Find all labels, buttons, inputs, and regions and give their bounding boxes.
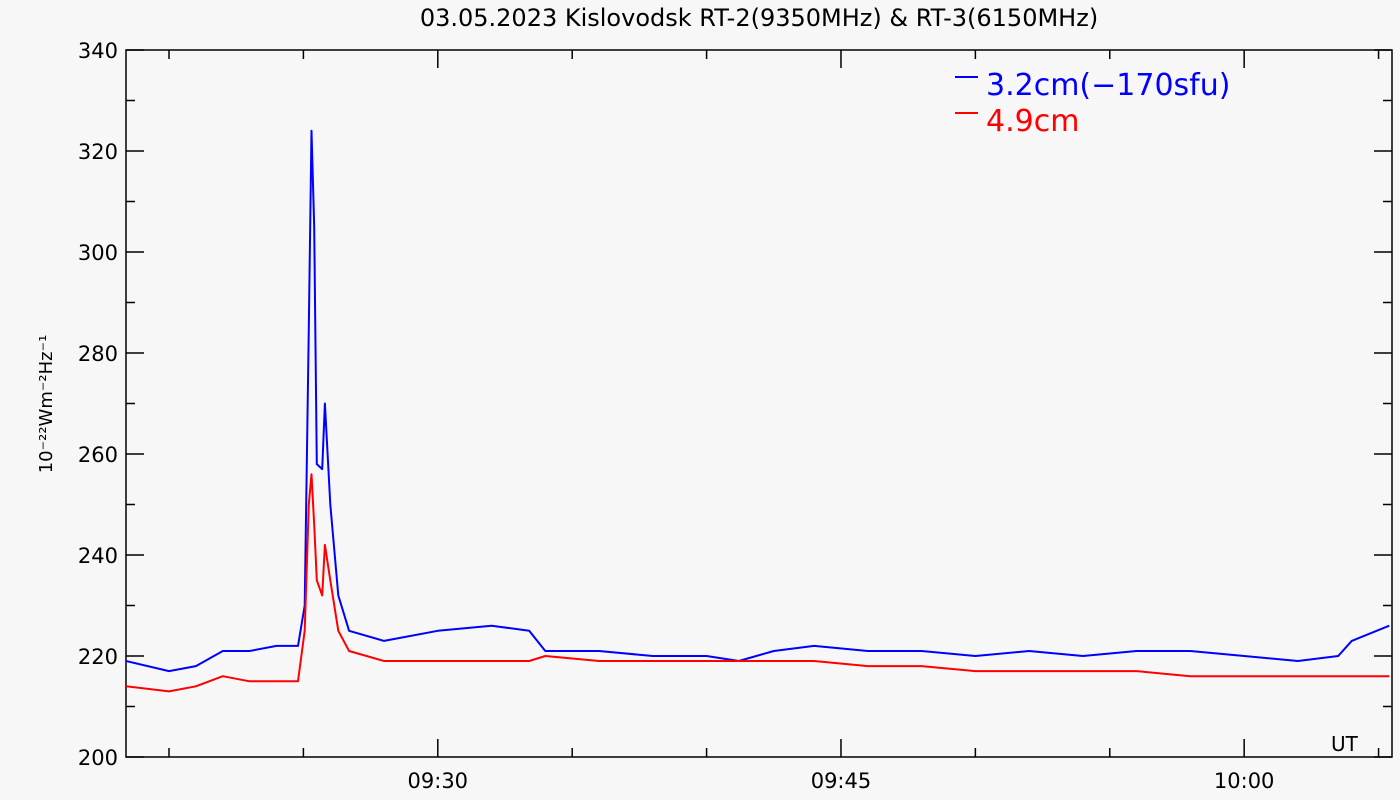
y-tick-label: 300	[78, 241, 118, 265]
y-tick-label: 240	[78, 544, 118, 568]
y-tick-label: 260	[78, 443, 118, 467]
series-line	[125, 473, 1390, 693]
chart-title: 03.05.2023 Kislovodsk RT-2(9350MHz) & RT…	[420, 4, 1098, 32]
y-tick-label: 280	[78, 342, 118, 366]
y-axis-label: 10⁻²²Wm⁻²Hz⁻¹	[36, 335, 57, 474]
x-axis-label: UT	[1331, 732, 1359, 756]
x-tick-label: 09:30	[408, 769, 469, 793]
legend-label: 4.9cm	[986, 104, 1079, 139]
series-line	[125, 129, 1390, 673]
y-tick-label: 320	[78, 140, 118, 164]
y-tick-label: 200	[78, 746, 118, 770]
y-tick-label: 340	[78, 39, 118, 63]
x-tick-label: 09:45	[811, 769, 872, 793]
y-tick-label: 220	[78, 645, 118, 669]
legend-label: 3.2cm(−170sfu)	[986, 68, 1230, 103]
x-tick-label: 10:00	[1214, 769, 1275, 793]
